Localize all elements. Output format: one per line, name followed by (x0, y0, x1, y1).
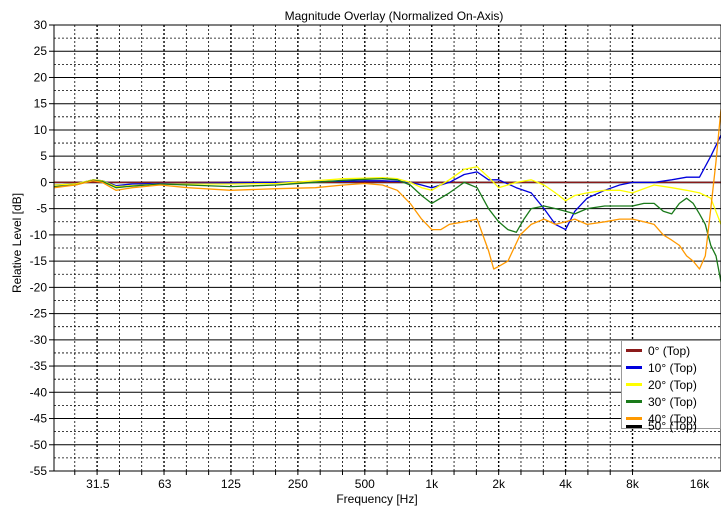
y-tick-label: -35 (30, 359, 48, 373)
y-tick-label: 25 (34, 44, 48, 58)
legend-swatch-0 (626, 349, 642, 352)
legend-swatch-10 (626, 366, 642, 369)
x-tick-label: 125 (221, 477, 241, 491)
legend-label-50: 50° (Top) (648, 419, 697, 433)
y-tick-label: 15 (34, 97, 48, 111)
x-tick-label: 500 (355, 477, 375, 491)
legend-item-0: 0° (Top) (626, 342, 690, 359)
x-tick-label: 1k (425, 477, 439, 491)
legend-label-0: 0° (Top) (648, 343, 691, 358)
chart-title: Magnitude Overlay (Normalized On-Axis) (285, 9, 504, 23)
y-tick-label: -50 (30, 438, 48, 452)
y-tick-label: 30 (34, 18, 48, 32)
y-axis-label: Relative Level [dB] (10, 193, 24, 293)
series-line-3 (54, 178, 721, 283)
y-tick-label: -10 (30, 228, 48, 242)
y-tick-labels: 30 25 20 15 10 5 0 -5 -10 -15 -20 -25 -30 -35 -40 -45 -5… (30, 18, 48, 478)
x-tick-label: 63 (158, 477, 172, 491)
y-tick-label: 5 (40, 149, 47, 163)
y-tick-label: 20 (34, 70, 48, 84)
legend-swatch-30 (626, 400, 642, 403)
legend-label-20: 20° (Top) (648, 377, 697, 392)
series-lines (54, 108, 721, 283)
x-tick-label: 2k (492, 477, 506, 491)
x-tick-label: 8k (626, 477, 640, 491)
x-tick-label: 31.5 (86, 477, 110, 491)
legend-label-30: 30° (Top) (648, 394, 697, 409)
y-tick-label: -25 (30, 307, 48, 321)
legend-item-20: 20° (Top) (626, 376, 697, 393)
legend-item-10: 10° (Top) (626, 359, 697, 376)
y-tick-label: -15 (30, 254, 48, 268)
y-tick-label: -30 (30, 333, 48, 347)
plot-frame (53, 24, 721, 472)
legend-label-10: 10° (Top) (648, 360, 697, 375)
legend-item-30: 30° (Top) (626, 393, 697, 410)
series-line-4 (54, 108, 721, 270)
legend-swatch-20 (626, 383, 642, 386)
x-tick-label: 4k (559, 477, 573, 491)
x-tick-label: 16k (690, 477, 710, 491)
x-tick-label: 250 (288, 477, 308, 491)
y-tick-label: 0 (40, 175, 47, 189)
y-tick-label: 10 (34, 123, 48, 137)
y-tick-label: -55 (30, 464, 48, 478)
grid (49, 24, 721, 475)
legend: 0° (Top) 10° (Top) 20° (Top) 30° (Top) 4… (621, 340, 721, 433)
y-tick-label: -45 (30, 412, 48, 426)
legend-swatch-40 (626, 417, 642, 420)
y-tick-label: -40 (30, 385, 48, 399)
legend-item-40: 40° (Top) (626, 410, 697, 427)
y-tick-label: -20 (30, 280, 48, 294)
y-tick-label: -5 (36, 202, 47, 216)
legend-label-40: 40° (Top) (648, 411, 697, 426)
legend-swatch-50 (626, 424, 642, 428)
x-axis-label: Frequency [Hz] (336, 492, 417, 506)
x-tick-labels: 31.5 63 125 250 500 1k 2k 4k 8k 16k (86, 477, 710, 491)
